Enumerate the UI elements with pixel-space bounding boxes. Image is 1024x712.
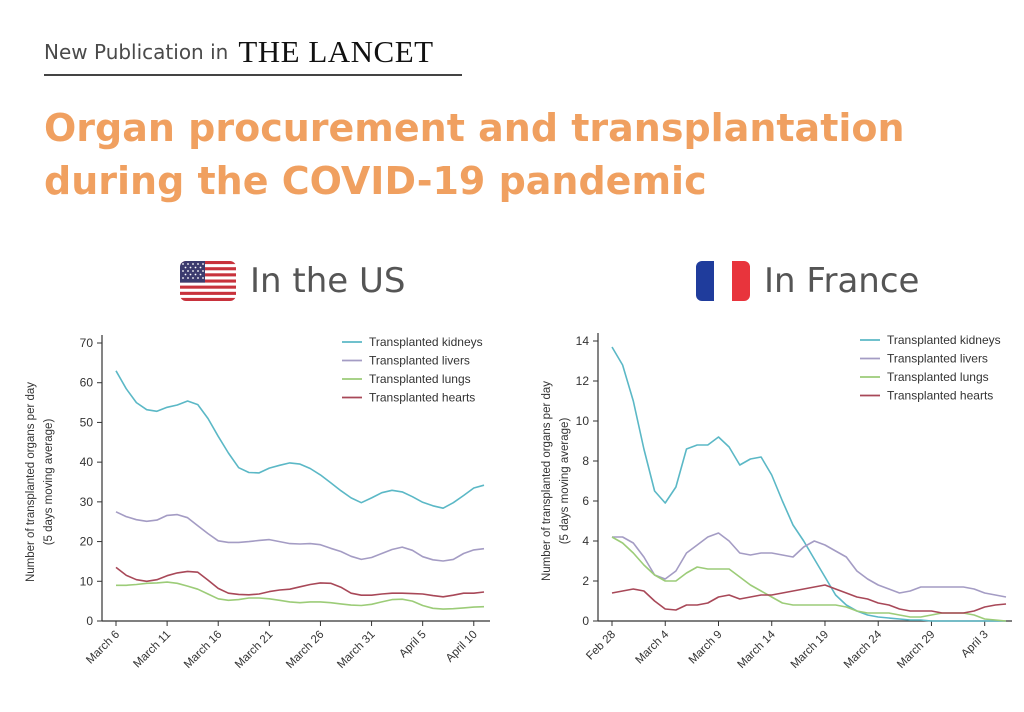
us-flag-icon: [180, 261, 236, 301]
y-tick-label: 2: [582, 574, 589, 588]
title-line-1: Organ procurement and transplantation: [44, 106, 905, 150]
france-chart: 0 2 4 6 8 10 12 14 Feb 28 March 4 March 9 March 14 M…: [541, 333, 1012, 671]
x-tick-label: March 6: [84, 629, 122, 667]
y-tick-label: 6: [582, 494, 589, 508]
x-tick-label: March 21: [233, 629, 275, 671]
title-line-2: during the COVID-19 pandemic: [44, 159, 707, 203]
x-tick-label: April 5: [397, 629, 429, 661]
x-tick-label: March 29: [895, 629, 937, 671]
x-tick-label: March 16: [182, 629, 224, 671]
series-line-transplanted-hearts: [611, 584, 1007, 614]
y-tick-label: 70: [80, 336, 94, 350]
france-label: In France: [764, 261, 920, 301]
x-tick-label: March 26: [284, 629, 326, 671]
series-line-transplanted-hearts: [115, 566, 485, 598]
legend-label: Transplanted kidneys: [887, 333, 1001, 347]
x-tick-label: March 4: [634, 628, 672, 666]
legend-label: Transplanted livers: [887, 352, 988, 366]
x-tick-label: March 31: [335, 629, 377, 671]
x-tick-label: March 11: [131, 629, 173, 671]
y-tick-label: 0: [582, 614, 589, 628]
y-axis-sublabel: (5 days moving average): [559, 418, 571, 545]
y-axis-label: Number of transplanted organs per day: [541, 381, 553, 581]
legend-label: Transplanted hearts: [369, 391, 475, 405]
y-tick-label: 12: [576, 374, 590, 388]
y-tick-label: 14: [576, 334, 590, 348]
y-tick-label: 40: [80, 455, 94, 469]
y-tick-label: 20: [80, 535, 94, 549]
y-tick-label: 10: [80, 574, 94, 588]
france-flag-icon: [696, 261, 750, 301]
y-tick-label: 30: [80, 495, 94, 509]
y-tick-label: 50: [80, 415, 94, 429]
y-axis-sublabel: (5 days moving average): [43, 419, 55, 546]
series-line-transplanted-kidneys: [115, 370, 485, 509]
us-label: In the US: [250, 261, 406, 301]
france-heading: In France: [696, 258, 919, 304]
y-tick-label: 60: [80, 376, 94, 390]
x-tick-label: April 10: [444, 629, 480, 665]
legend-label: Transplanted livers: [369, 354, 470, 368]
us-heading: In the US: [180, 258, 405, 304]
x-tick-label: March 24: [842, 628, 885, 671]
x-tick-label: March 14: [735, 628, 778, 671]
page-title: Organ procurement and transplantation du…: [44, 102, 1004, 208]
y-tick-label: 10: [576, 414, 590, 428]
publication-prefix: New Publication in: [44, 40, 229, 64]
legend-label: Transplanted lungs: [887, 370, 989, 384]
series-line-transplanted-lungs: [116, 581, 485, 610]
journal-name: THE LANCET: [238, 34, 434, 69]
legend-label: Transplanted lungs: [369, 372, 471, 386]
x-tick-label: Feb 28: [584, 629, 618, 663]
x-tick-label: March 9: [687, 629, 725, 667]
legend-label: Transplanted hearts: [887, 389, 993, 403]
y-tick-label: 8: [582, 454, 589, 468]
x-tick-label: March 19: [789, 629, 831, 671]
series-line-transplanted-kidneys: [611, 346, 1006, 622]
series-line-transplanted-livers: [612, 532, 1007, 598]
publication-header: New Publication in THE LANCET: [44, 30, 462, 76]
y-axis-label: Number of transplanted organs per day: [25, 382, 37, 582]
y-tick-label: 0: [86, 614, 93, 628]
x-tick-label: April 3: [959, 629, 991, 661]
series-line-transplanted-livers: [115, 511, 485, 562]
legend-label: Transplanted kidneys: [369, 335, 483, 349]
y-tick-label: 4: [582, 534, 589, 548]
